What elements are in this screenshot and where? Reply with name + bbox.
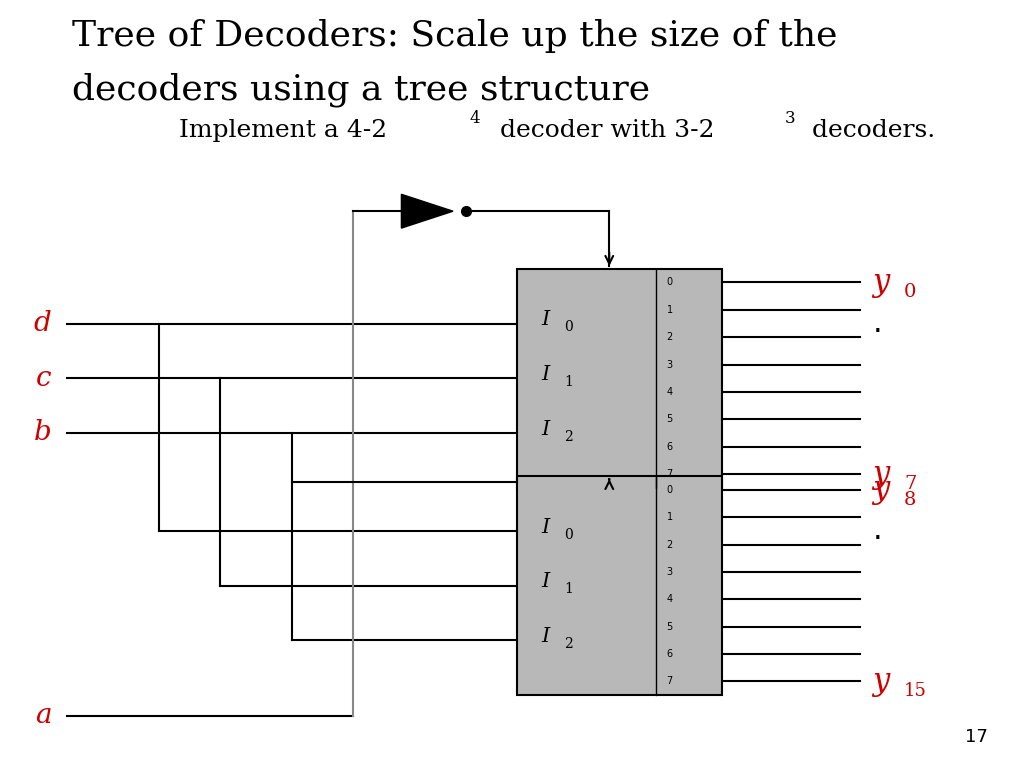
Text: 5: 5 [667, 621, 673, 631]
Bar [517, 476, 722, 695]
Text: 6: 6 [667, 649, 673, 659]
Text: 7: 7 [904, 475, 916, 493]
Text: 4: 4 [469, 110, 479, 127]
Text: 0: 0 [904, 283, 916, 302]
Text: decoders.: decoders. [804, 119, 935, 142]
Text: 0: 0 [667, 485, 673, 495]
Text: 1: 1 [564, 375, 573, 389]
Text: 3: 3 [784, 110, 795, 127]
Text: c: c [36, 365, 51, 392]
Text: 2: 2 [667, 540, 673, 550]
Text: I: I [542, 310, 550, 329]
Text: I: I [542, 518, 550, 537]
Text: 7: 7 [667, 469, 673, 479]
Text: 2: 2 [667, 333, 673, 343]
Text: 4: 4 [667, 387, 673, 397]
Polygon shape [401, 194, 453, 228]
Text: 0: 0 [564, 528, 573, 541]
Text: I: I [542, 419, 550, 439]
Text: I: I [542, 365, 550, 384]
Text: 2: 2 [564, 637, 573, 651]
Text: 1: 1 [667, 512, 673, 522]
Text: 17: 17 [966, 729, 988, 746]
Text: 8: 8 [904, 491, 916, 509]
Text: I: I [542, 627, 550, 646]
Text: y: y [872, 666, 890, 697]
Text: y: y [872, 267, 890, 298]
Text: decoders using a tree structure: decoders using a tree structure [72, 73, 650, 108]
Text: 7: 7 [667, 677, 673, 687]
Text: 1: 1 [564, 582, 573, 597]
Text: 6: 6 [667, 442, 673, 452]
Text: 3: 3 [667, 567, 673, 577]
Text: b: b [34, 419, 51, 446]
Text: 5: 5 [667, 414, 673, 424]
Text: decoder with 3-2: decoder with 3-2 [492, 119, 714, 142]
Text: 0: 0 [667, 277, 673, 287]
Text: Tree of Decoders: Scale up the size of the: Tree of Decoders: Scale up the size of t… [72, 19, 838, 53]
Text: 3: 3 [667, 359, 673, 369]
Text: I: I [542, 572, 550, 591]
Text: 4: 4 [667, 594, 673, 604]
Text: y: y [872, 458, 890, 489]
Bar [517, 269, 722, 488]
Text: 15: 15 [904, 682, 927, 700]
Text: Implement a 4-2: Implement a 4-2 [179, 119, 387, 142]
Text: d: d [34, 310, 51, 337]
Text: 0: 0 [564, 320, 573, 334]
Text: y: y [872, 475, 890, 505]
Text: .: . [872, 516, 882, 545]
Text: a: a [35, 702, 51, 730]
Text: .: . [872, 309, 882, 338]
Text: 1: 1 [667, 305, 673, 315]
Text: 2: 2 [564, 430, 573, 444]
